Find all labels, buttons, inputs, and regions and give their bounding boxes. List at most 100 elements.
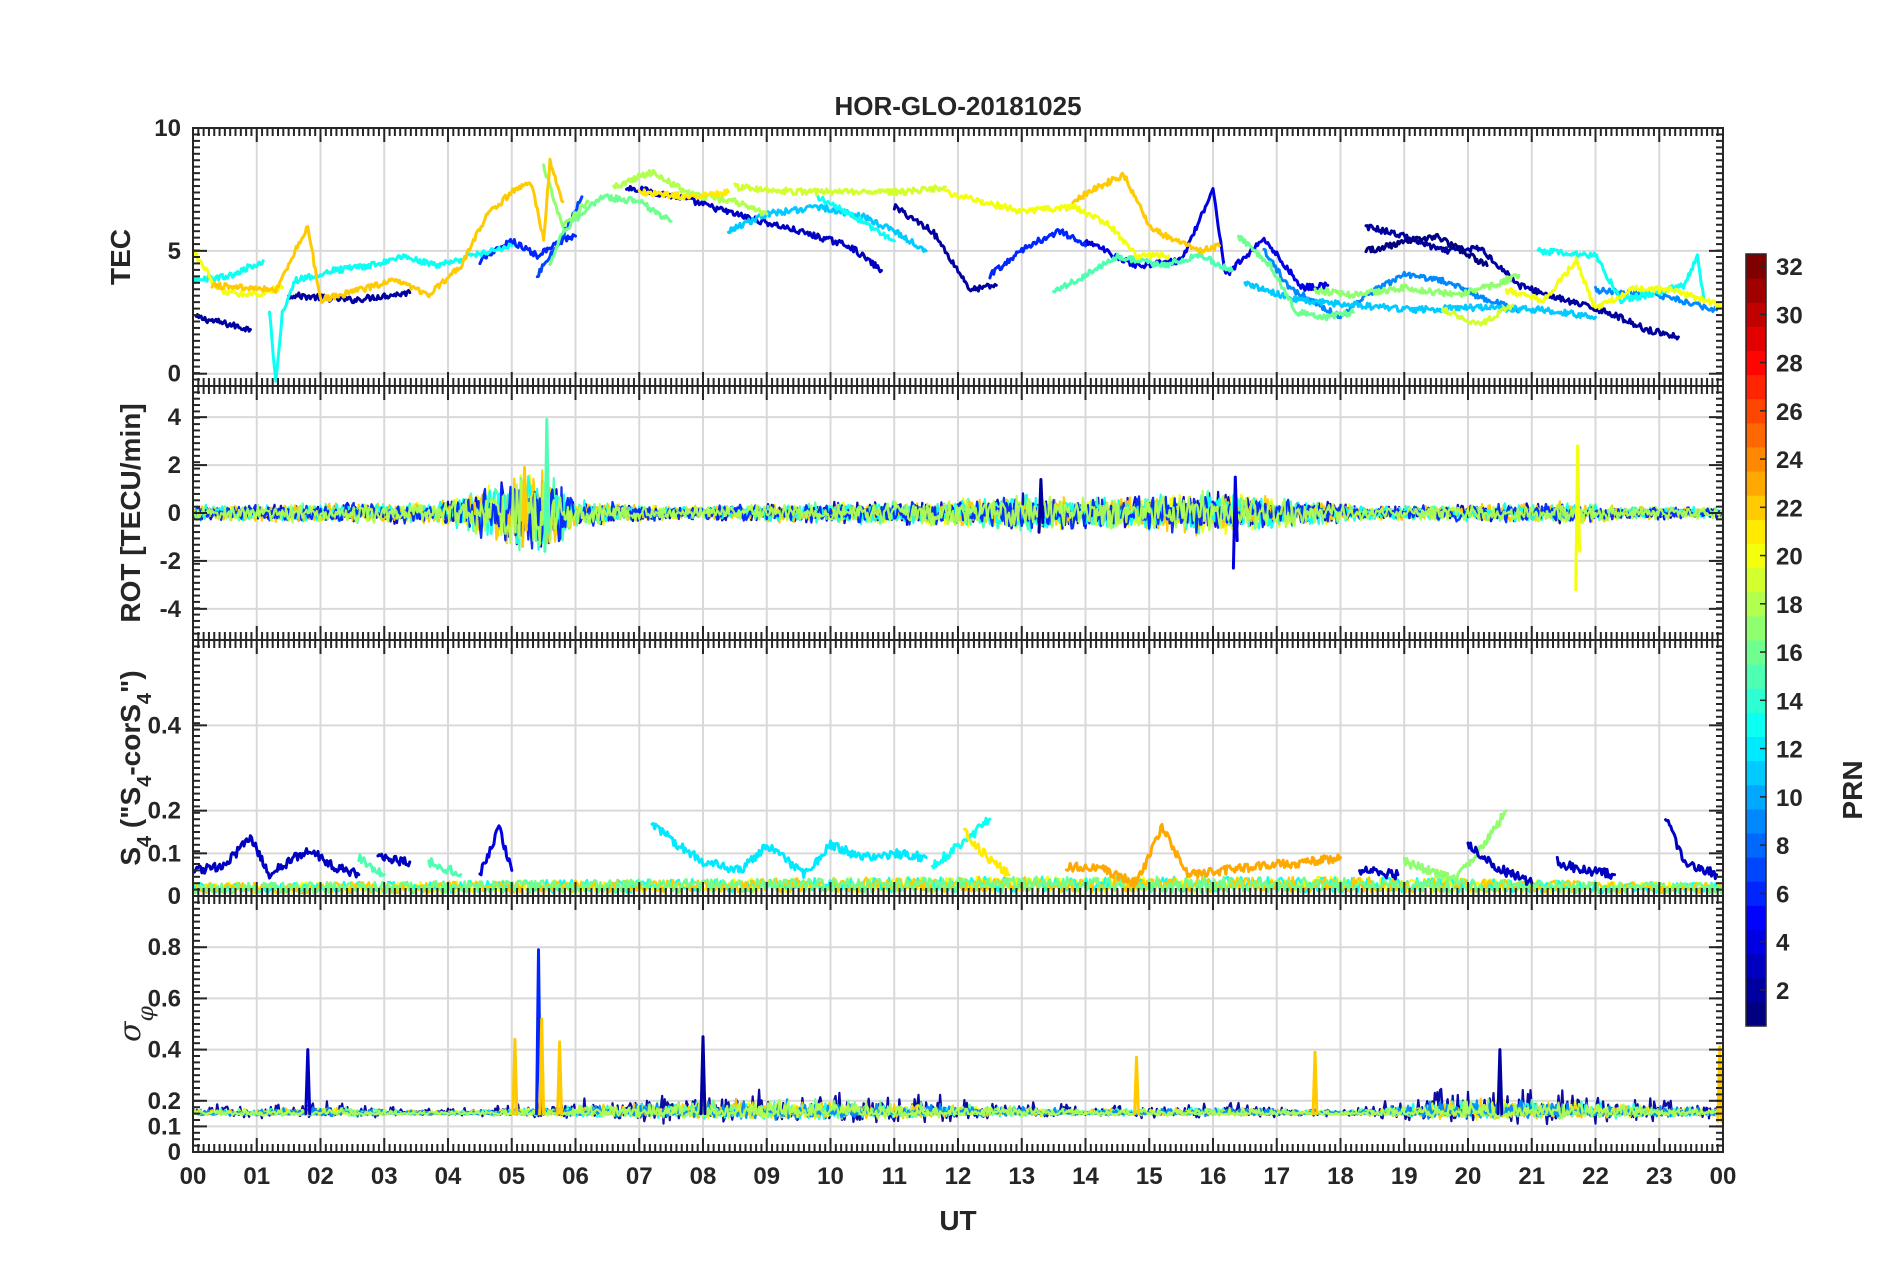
x-tick-label: 02 — [307, 1163, 334, 1190]
series-2 — [1364, 223, 1680, 341]
colorbar-cell — [1746, 712, 1766, 737]
colorbar-tick-label: 2 — [1776, 978, 1789, 1005]
x-tick-label: 17 — [1263, 1163, 1290, 1190]
x-tick-label: 09 — [753, 1163, 780, 1190]
series-3 — [193, 834, 361, 880]
colorbar-cell — [1746, 688, 1766, 713]
colorbar-cell — [1746, 905, 1766, 930]
colorbar-tick-label: 16 — [1776, 640, 1803, 667]
series-15 — [427, 857, 463, 878]
series-15 — [1052, 251, 1234, 294]
x-tick-label: 06 — [562, 1163, 589, 1190]
colorbar-cell — [1746, 422, 1766, 448]
colorbar-tick-label: 14 — [1776, 688, 1803, 715]
spike-22 — [521, 466, 528, 548]
series-22 — [1071, 171, 1221, 255]
x-tick-label: 22 — [1582, 1163, 1609, 1190]
colorbar-cell — [1746, 543, 1766, 569]
series-19 — [733, 182, 947, 197]
series-3 — [1358, 865, 1400, 881]
colorbar-cell — [1746, 374, 1766, 400]
x-tick-label: 21 — [1518, 1163, 1545, 1190]
series-23 — [1064, 822, 1342, 889]
x-tick-label: 00 — [1710, 1163, 1737, 1190]
x-tick-label: 13 — [1008, 1163, 1035, 1190]
spike-20 — [1574, 444, 1582, 592]
colorbar-tick-label: 28 — [1776, 351, 1803, 378]
colorbar-cell — [1746, 278, 1766, 303]
series-4 — [478, 824, 514, 877]
series-11 — [1243, 280, 1597, 321]
series-13 — [268, 242, 514, 383]
spike-22 — [1311, 1050, 1319, 1116]
series-6 — [988, 228, 1087, 280]
x-tick-label: 07 — [626, 1163, 653, 1190]
colorbar-tick-label: 4 — [1776, 930, 1790, 957]
label-part: ("S — [115, 787, 146, 836]
y-axis-label: σφ — [113, 1005, 159, 1041]
label-part: σ — [113, 1020, 148, 1042]
colorbar-cell — [1746, 664, 1766, 689]
y-tick-label: 0 — [168, 1139, 181, 1166]
panel-sigma_phi: 00.10.2 0.4 0.6 0.8 σφ 00 01 02 03 04 05 06 07 08 09 10… — [113, 895, 1737, 1190]
colorbar-cell — [1746, 857, 1766, 882]
series-21 — [962, 827, 1011, 878]
spike-22 — [511, 1037, 519, 1116]
spike-22 — [538, 1017, 546, 1116]
colorbar-label: PRN — [1837, 760, 1868, 819]
series-19 — [1441, 303, 1515, 327]
label-subscript: 4 — [134, 692, 156, 704]
series-11 — [727, 203, 928, 253]
x-tick-label: 11 — [882, 1163, 907, 1190]
plot-content — [193, 157, 1723, 383]
colorbar-tick-label: 30 — [1776, 302, 1803, 329]
colorbar-cell — [1746, 447, 1766, 472]
chart-title: HOR-GLO-20181025 — [834, 91, 1081, 121]
y-tick-label: -2 — [160, 548, 181, 575]
x-tick-label: 12 — [945, 1163, 972, 1190]
y-tick-label: 0.1 — [148, 840, 181, 867]
colorbar-tick-label: 20 — [1776, 544, 1803, 571]
label-subscript: 4 — [134, 835, 156, 847]
x-tick-label: 20 — [1455, 1163, 1482, 1190]
series-2 — [892, 203, 998, 293]
series-3 — [1466, 841, 1534, 886]
series-3 — [1664, 818, 1719, 881]
label-subscript: φ — [134, 1005, 159, 1021]
series-1 — [1364, 232, 1489, 268]
colorbar-cell — [1746, 1001, 1766, 1027]
spike-22 — [556, 1040, 563, 1116]
y-tick-label: 10 — [154, 115, 181, 142]
series-12 — [650, 822, 928, 879]
colorbar-cell — [1746, 760, 1766, 786]
panel-s4: 00.10.20.4S4 ("S4-corS4") — [115, 639, 1724, 910]
colorbar-tick-label: 6 — [1776, 881, 1789, 908]
x-tick-label: 18 — [1327, 1163, 1354, 1190]
y-axis-label: S4 ("S4-corS4") — [115, 670, 156, 865]
colorbar-cell — [1746, 881, 1766, 906]
y-tick-label: 0.1 — [148, 1113, 181, 1140]
colorbar-cell — [1746, 519, 1766, 544]
spike-3 — [304, 1048, 312, 1116]
spike-4 — [1231, 475, 1239, 570]
y-tick-label: 0.6 — [148, 985, 181, 1012]
colorbar-cell — [1746, 615, 1766, 641]
y-tick-label: 0 — [168, 500, 181, 527]
colorbar-cell — [1746, 833, 1766, 858]
series-15 — [357, 853, 386, 878]
plot-content — [193, 948, 1723, 1126]
x-tick-label: 08 — [690, 1163, 717, 1190]
x-tick-label: 01 — [243, 1163, 270, 1190]
spike-22 — [1716, 1045, 1723, 1123]
y-tick-label: 0.8 — [148, 934, 181, 961]
series-2 — [194, 313, 252, 333]
y-axis-label: TEC — [105, 229, 136, 285]
series-21 — [637, 188, 730, 201]
y-axis-label: ROT [TECU/min] — [115, 403, 146, 622]
colorbar-cell — [1746, 784, 1766, 810]
colorbar-tick-label: 10 — [1776, 785, 1803, 812]
spike-22 — [1133, 1055, 1140, 1116]
y-tick-label: 0 — [168, 361, 181, 388]
series-17 — [1402, 809, 1508, 883]
